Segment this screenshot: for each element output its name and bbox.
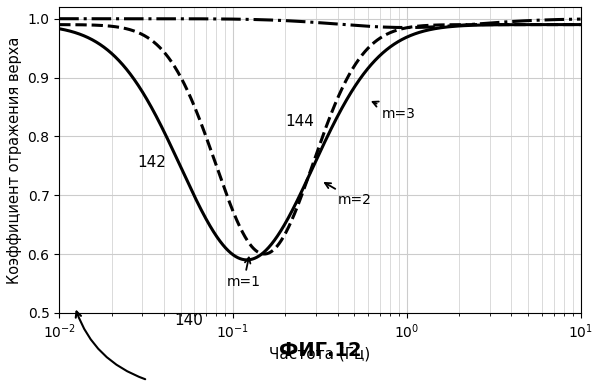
Text: m=2: m=2	[325, 183, 371, 207]
Text: 140: 140	[174, 313, 203, 328]
Y-axis label: Коэффициент отражения верха: Коэффициент отражения верха	[7, 36, 22, 284]
Text: 142: 142	[137, 155, 166, 170]
Text: m=1: m=1	[227, 258, 260, 290]
Text: 144: 144	[286, 114, 314, 129]
X-axis label: Частота (Гц): Частота (Гц)	[269, 347, 371, 362]
Text: m=3: m=3	[373, 102, 416, 121]
Text: ФИГ.12: ФИГ.12	[278, 341, 361, 360]
